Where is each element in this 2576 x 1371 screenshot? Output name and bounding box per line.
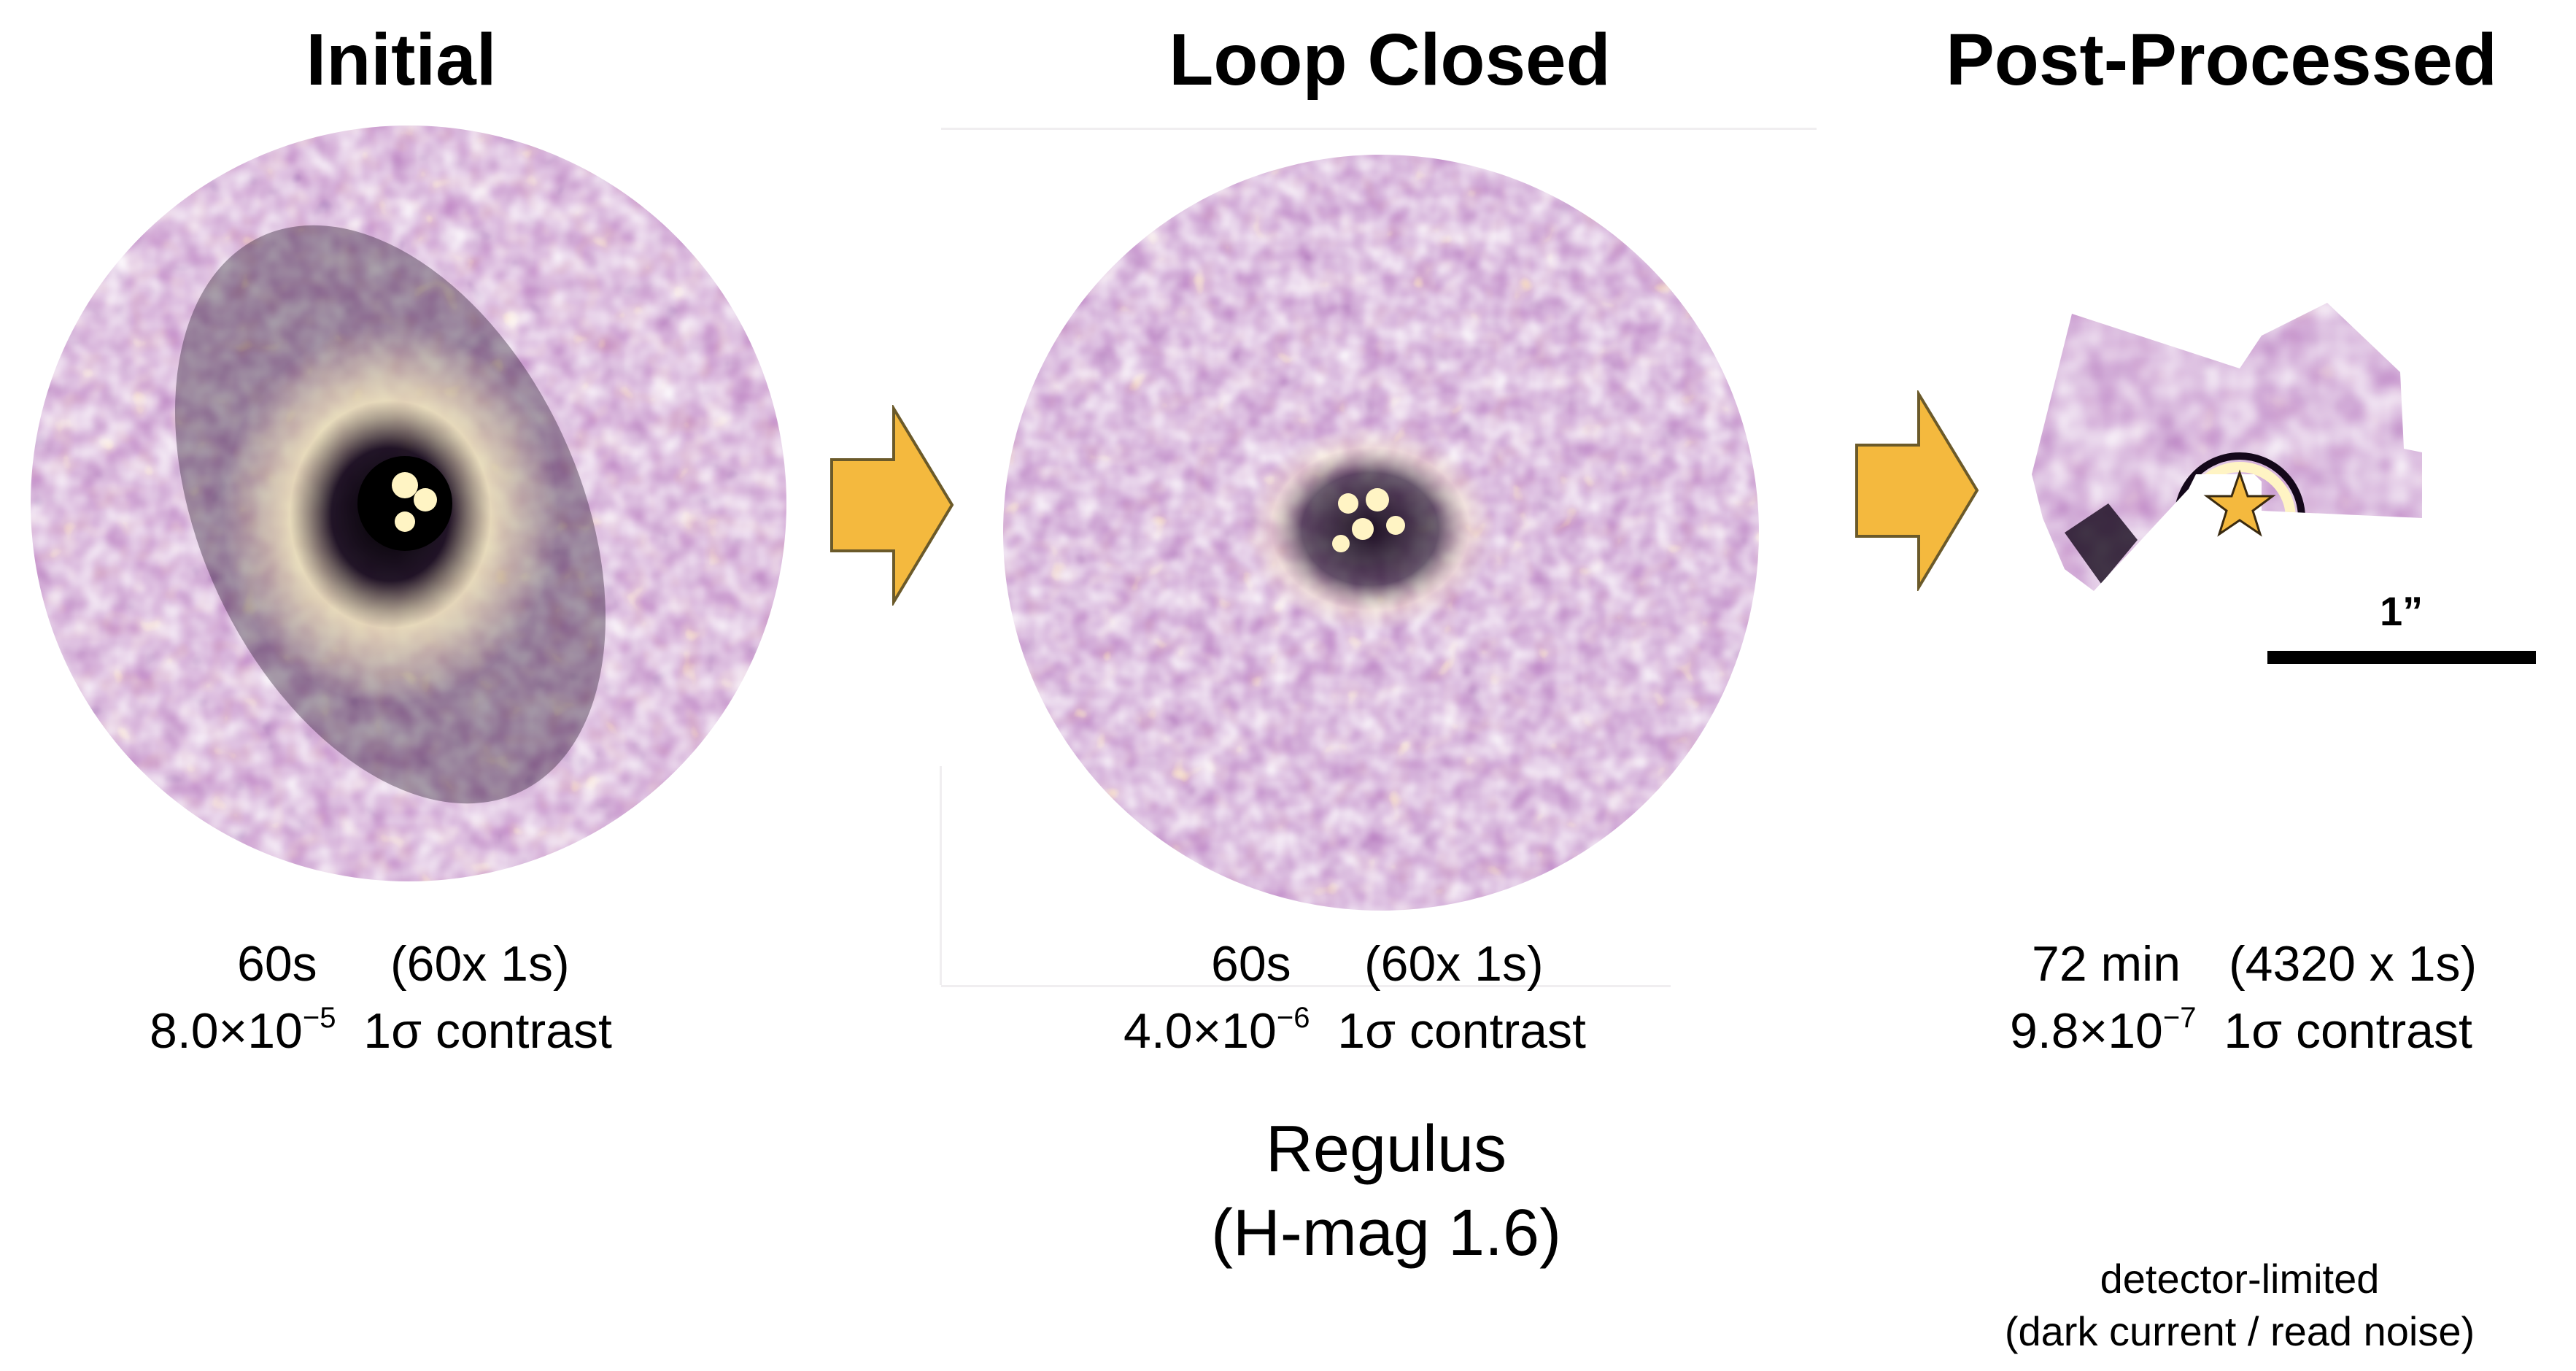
caption-post-processed: 72 min (4320 x 1s) 9.8×10−7 1σ contrast xyxy=(2010,930,2477,1072)
panel-title-post-processed: Post-Processed xyxy=(1946,19,2497,101)
arrow-right-icon xyxy=(1855,390,1979,591)
detector-note-line1: detector-limited xyxy=(2100,1256,2380,1302)
contrast-value: 4.0×10−6 xyxy=(1123,1002,1310,1059)
frame-count: (4320 x 1s) xyxy=(2229,936,2478,992)
target-star-name: Regulus xyxy=(1265,1113,1507,1186)
panel-title-loop-closed: Loop Closed xyxy=(1169,19,1611,101)
contrast-label: 1σ contrast xyxy=(363,1003,612,1059)
panel-frame-bottom xyxy=(941,985,1671,987)
contrast-value: 8.0×10−5 xyxy=(150,1002,336,1059)
frame-count: (60x 1s) xyxy=(390,936,570,992)
post-processed-image xyxy=(2032,303,2422,591)
frame-count: (60x 1s) xyxy=(1364,936,1544,992)
exposure-time: 72 min xyxy=(2032,936,2181,992)
arrow-right-icon xyxy=(830,405,954,606)
speckle-image-initial xyxy=(31,125,786,881)
contrast-value: 9.8×10−7 xyxy=(2010,1002,2197,1059)
exposure-time: 60s xyxy=(1211,936,1291,992)
star-icon xyxy=(2203,469,2276,537)
contrast-label: 1σ contrast xyxy=(1337,1003,1586,1059)
panel-frame-top xyxy=(941,128,1817,130)
scale-bar-label: 1” xyxy=(2380,588,2424,634)
caption-loop-closed: 60s (60x 1s) 4.0×10−6 1σ contrast xyxy=(1123,930,1586,1072)
target-magnitude: (H-mag 1.6) xyxy=(1210,1197,1562,1270)
caption-initial: 60s (60x 1s) 8.0×10−5 1σ contrast xyxy=(150,930,612,1072)
panel-title-initial: Initial xyxy=(306,19,497,101)
panel-frame-left xyxy=(940,766,942,985)
scale-bar xyxy=(2267,651,2536,664)
detector-note-line2: (dark current / read noise) xyxy=(2004,1308,2475,1354)
speckle-image-loop-closed xyxy=(1003,155,1759,911)
exposure-time: 60s xyxy=(237,936,317,992)
contrast-label: 1σ contrast xyxy=(2224,1003,2472,1059)
